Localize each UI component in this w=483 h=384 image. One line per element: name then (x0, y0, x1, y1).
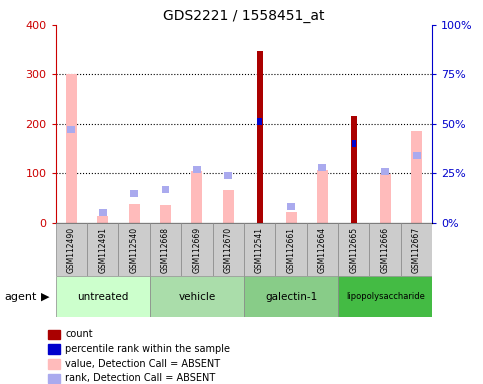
Text: count: count (65, 329, 93, 339)
Text: GSM112491: GSM112491 (98, 227, 107, 273)
Bar (307, 223, 338, 276)
Text: GSM112541: GSM112541 (255, 227, 264, 273)
Text: ▶: ▶ (41, 291, 50, 302)
Bar (223, 190, 234, 223)
Text: GSM112664: GSM112664 (318, 227, 327, 273)
Text: GSM112540: GSM112540 (129, 227, 139, 273)
Bar (67, 126, 75, 133)
Bar (244, 276, 338, 317)
Bar (128, 204, 140, 223)
Bar (352, 140, 356, 147)
Text: percentile rank within the sample: percentile rank within the sample (65, 344, 230, 354)
Bar (412, 152, 421, 159)
Text: GSM112668: GSM112668 (161, 227, 170, 273)
Bar (285, 212, 297, 223)
Text: agent: agent (5, 291, 37, 302)
Title: GDS2221 / 1558451_at: GDS2221 / 1558451_at (163, 8, 325, 23)
Text: vehicle: vehicle (178, 291, 215, 302)
Text: untreated: untreated (77, 291, 128, 302)
Text: GSM112670: GSM112670 (224, 227, 233, 273)
Bar (213, 223, 244, 276)
Bar (257, 118, 262, 125)
Bar (338, 223, 369, 276)
Text: GSM112661: GSM112661 (286, 227, 296, 273)
Bar (191, 171, 202, 223)
Text: lipopolysaccharide: lipopolysaccharide (346, 292, 425, 301)
Bar (130, 190, 138, 197)
Bar (318, 164, 327, 171)
Bar (97, 216, 108, 223)
Bar (150, 276, 244, 317)
Bar (351, 116, 357, 223)
Text: value, Detection Call = ABSENT: value, Detection Call = ABSENT (65, 359, 220, 369)
Text: rank, Detection Call = ABSENT: rank, Detection Call = ABSENT (65, 373, 215, 383)
Bar (160, 205, 171, 223)
Text: GSM112667: GSM112667 (412, 227, 421, 273)
Bar (224, 172, 232, 179)
Bar (381, 168, 389, 175)
Bar (56, 276, 150, 317)
Text: galectin-1: galectin-1 (265, 291, 317, 302)
Text: GSM112490: GSM112490 (67, 227, 76, 273)
Bar (56, 223, 87, 276)
Bar (181, 223, 213, 276)
Bar (411, 131, 422, 223)
Bar (275, 223, 307, 276)
Bar (87, 223, 118, 276)
Bar (66, 74, 77, 223)
Bar (338, 276, 432, 317)
Bar (256, 51, 263, 223)
Text: GSM112665: GSM112665 (349, 227, 358, 273)
Bar (99, 209, 107, 216)
Text: GSM112666: GSM112666 (381, 227, 390, 273)
Bar (401, 223, 432, 276)
Bar (369, 223, 401, 276)
Bar (287, 204, 295, 210)
Text: GSM112669: GSM112669 (192, 227, 201, 273)
Bar (161, 185, 170, 192)
Bar (244, 223, 275, 276)
Bar (380, 174, 391, 223)
Bar (150, 223, 181, 276)
Bar (317, 170, 328, 223)
Bar (193, 166, 201, 173)
Bar (118, 223, 150, 276)
